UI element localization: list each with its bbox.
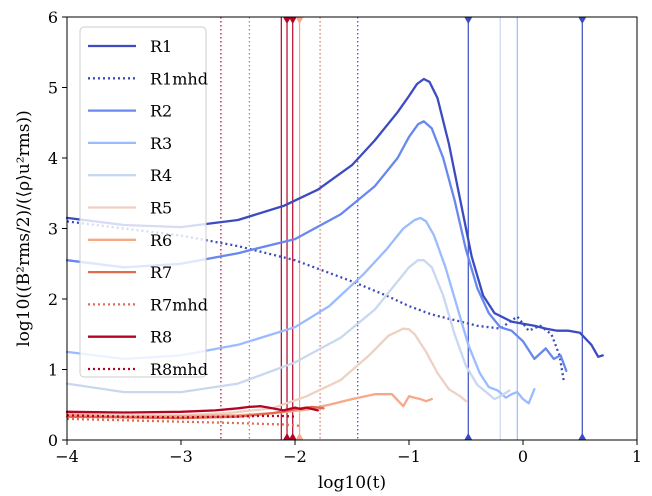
series-line-r1	[65, 77, 604, 358]
y-tick-label: 1	[48, 361, 58, 380]
series-line-r8mhd	[66, 414, 296, 419]
vline-top-marker-9	[464, 17, 473, 24]
vline-top-marker-12	[578, 17, 587, 24]
series-line-r1mhd	[66, 220, 566, 383]
vline-top-marker-5	[288, 17, 297, 24]
vline-top-marker-6	[295, 17, 304, 24]
vertical-lines	[220, 17, 587, 440]
series-line-r6	[65, 393, 433, 418]
legend-label-r1mhd: R1mhd	[150, 69, 208, 88]
x-tick-label: 0	[518, 447, 528, 466]
x-tick-label: 1	[632, 447, 642, 466]
vline-top-marker-4	[283, 17, 292, 24]
axis-ticks: −4 −3 −2 −1 0 1 0 1 2 3 4 5 6	[48, 8, 642, 466]
series-lines	[65, 77, 604, 428]
y-tick-label: 0	[48, 431, 58, 450]
y-tick-label: 6	[48, 8, 58, 27]
series-line-r4	[65, 259, 511, 401]
legend-label-r1: R1	[150, 37, 172, 56]
series-line-r2	[65, 120, 568, 373]
vline-bottom-marker-12	[578, 433, 587, 440]
legend-label-r3: R3	[150, 134, 172, 153]
series-line-r8	[65, 405, 319, 414]
legend-label-r2: R2	[150, 102, 172, 121]
y-axis-label: log10((B²rms/2)/(⟨ρ⟩u²rms))	[14, 110, 34, 347]
y-tick-label: 5	[48, 79, 58, 98]
x-tick-label: −2	[283, 447, 307, 466]
y-tick-label: 4	[48, 149, 58, 168]
legend-label-r5: R5	[150, 199, 172, 218]
legend-label-r8mhd: R8mhd	[150, 360, 208, 379]
legend-box	[79, 26, 207, 378]
legend-label-r4: R4	[150, 166, 172, 185]
series-line-r5	[65, 327, 468, 417]
y-tick-label: 3	[48, 220, 58, 239]
series-line-r3	[65, 216, 536, 405]
series-line-r7mhd	[66, 417, 301, 428]
y-tick-label: 2	[48, 290, 58, 309]
vline-bottom-marker-9	[464, 433, 473, 440]
vline-bottom-marker-5	[288, 433, 297, 440]
x-axis-label: log10(t)	[318, 473, 386, 493]
x-tick-label: −3	[169, 447, 193, 466]
vline-bottom-marker-6	[295, 433, 304, 440]
legend: R1 R1mhd R2 R3 R4 R5 R6 R7 R7mhd R8 R8mhd	[79, 26, 208, 379]
x-tick-label: −1	[397, 447, 421, 466]
legend-label-r6: R6	[150, 231, 172, 250]
legend-label-r7: R7	[150, 263, 172, 282]
vline-bottom-marker-4	[283, 433, 292, 440]
x-tick-label: −4	[55, 447, 79, 466]
legend-label-r7mhd: R7mhd	[150, 295, 208, 314]
legend-label-r8: R8	[150, 328, 172, 347]
